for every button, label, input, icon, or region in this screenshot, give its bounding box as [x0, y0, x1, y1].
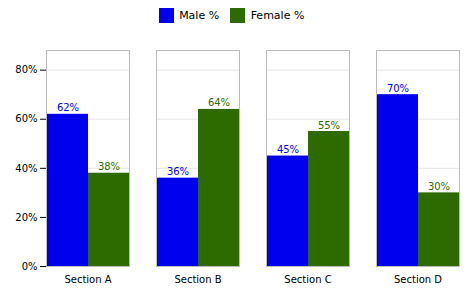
- svg-text:40%: 40%: [15, 162, 37, 173]
- svg-text:80%: 80%: [15, 64, 37, 75]
- svg-text:Section A: Section A: [64, 273, 111, 284]
- svg-text:30%: 30%: [428, 180, 450, 191]
- svg-text:70%: 70%: [387, 82, 409, 93]
- svg-text:60%: 60%: [15, 113, 37, 124]
- html-text:Male %: Male %: [179, 8, 220, 22]
- svg-text:0%: 0%: [22, 260, 38, 271]
- svg-text:55%: 55%: [318, 119, 340, 130]
- svg-text:Section B: Section B: [174, 273, 221, 284]
- html-text:Female %: Female %: [250, 8, 305, 22]
- svg-text:36%: 36%: [167, 166, 189, 177]
- svg-text:Section D: Section D: [394, 273, 442, 284]
- svg-text:20%: 20%: [15, 211, 37, 222]
- svg-text:62%: 62%: [57, 102, 79, 113]
- svg-text:Section C: Section C: [284, 273, 331, 284]
- svg-text:64%: 64%: [208, 97, 230, 108]
- svg-text:38%: 38%: [98, 161, 120, 172]
- svg-text:45%: 45%: [277, 144, 299, 155]
